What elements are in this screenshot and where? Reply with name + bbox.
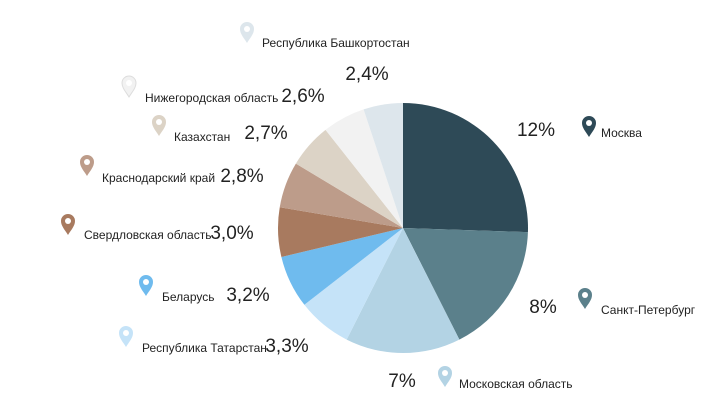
pin-hole [582,292,588,298]
legend-marker [80,155,94,176]
pin-hole [156,119,162,125]
pie-slice [346,228,460,353]
pie-slice [403,103,528,233]
legend-label: Москва [601,126,642,140]
pin [152,115,166,136]
legend-marker [438,366,452,387]
pie-slice [403,228,528,340]
value-label: 2,4% [345,64,388,85]
pin-hole [126,80,132,86]
legend-label: Краснодарский край [102,171,215,185]
legend-marker [119,326,133,347]
pin [240,22,254,43]
legend-label: Беларусь [162,290,214,304]
value-label: 2,8% [220,166,263,187]
value-label: 3,0% [210,223,253,244]
value-label: 3,2% [226,285,269,306]
legend-label: Республика Башкортостан [262,36,410,50]
pin-hole [244,26,250,32]
value-label: 3,3% [265,336,308,357]
pin-hole [123,330,129,336]
legend-label: Казахстан [174,130,230,144]
value-label: 12% [517,120,555,141]
pie-slice [295,129,403,228]
pie-slice [325,109,403,228]
pin [119,326,133,347]
legend-marker [152,115,166,136]
pin [139,275,153,296]
legend-marker [240,22,254,43]
value-label: 2,6% [281,86,324,107]
pin-hole [442,370,448,376]
pie-slice [363,103,403,228]
pie-slice [279,163,403,228]
legend-marker [582,116,596,137]
pin [121,75,137,98]
legend-label: Свердловская область [84,228,211,242]
pin-hole [84,159,90,165]
legend-marker [121,75,137,98]
pin [438,366,452,387]
legend-marker [61,214,75,235]
value-label: 2,7% [244,123,287,144]
legend-label: Республика Татарстан [142,341,267,355]
legend-label: Московская область [459,377,573,391]
pin-hole [65,218,71,224]
pie-slice [281,228,403,305]
pie-slice [304,228,403,340]
pie-slice [278,207,403,257]
legend-marker [139,275,153,296]
pin-hole [143,279,149,285]
legend-label: Нижегородская область [145,91,278,105]
value-label: 8% [529,297,557,318]
pin [80,155,94,176]
legend-marker [578,288,592,309]
pin [582,116,596,137]
legend-label: Санкт-Петербург [601,303,696,317]
value-label: 7% [388,371,416,392]
pin [61,214,75,235]
pin-hole [586,120,592,126]
pin [578,288,592,309]
